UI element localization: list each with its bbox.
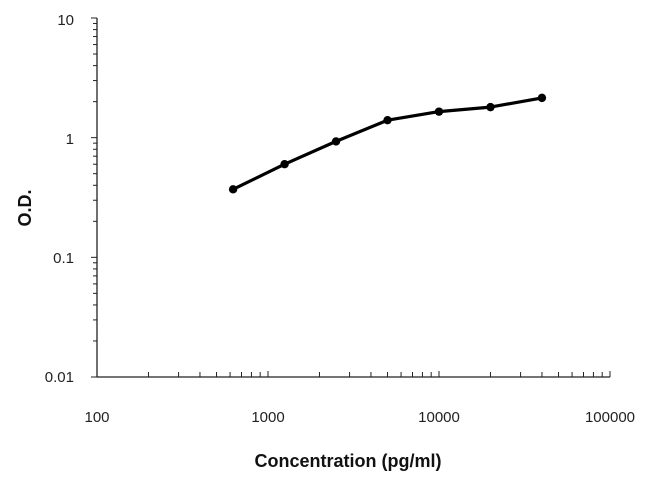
data-point-3 — [383, 115, 392, 125]
data-point-4 — [434, 107, 444, 116]
x-axis-title: Concentration (pg/ml) — [255, 451, 442, 471]
x-tick-label-0: 100 — [84, 409, 109, 426]
y-tick-label-1: 0.1 — [53, 250, 74, 267]
x-tick-label-1: 1000 — [251, 409, 284, 426]
data-points — [228, 93, 547, 194]
x-axis-ticks — [96, 371, 611, 377]
y-tick-label-2: 1 — [66, 131, 74, 148]
data-point-2 — [331, 137, 341, 146]
data-point-5 — [486, 102, 495, 112]
series-line — [231, 96, 544, 191]
data-point-0 — [228, 185, 238, 194]
data-point-6 — [537, 93, 547, 103]
y-axis-ticks — [91, 17, 97, 378]
y-axis-title: O.D. — [15, 189, 35, 226]
data-point-1 — [280, 160, 289, 169]
y-tick-label-3: 10 — [57, 12, 74, 29]
x-tick-label-2: 10000 — [418, 409, 460, 426]
y-tick-label-0: 0.01 — [45, 369, 74, 386]
x-tick-label-3: 100000 — [585, 409, 635, 426]
